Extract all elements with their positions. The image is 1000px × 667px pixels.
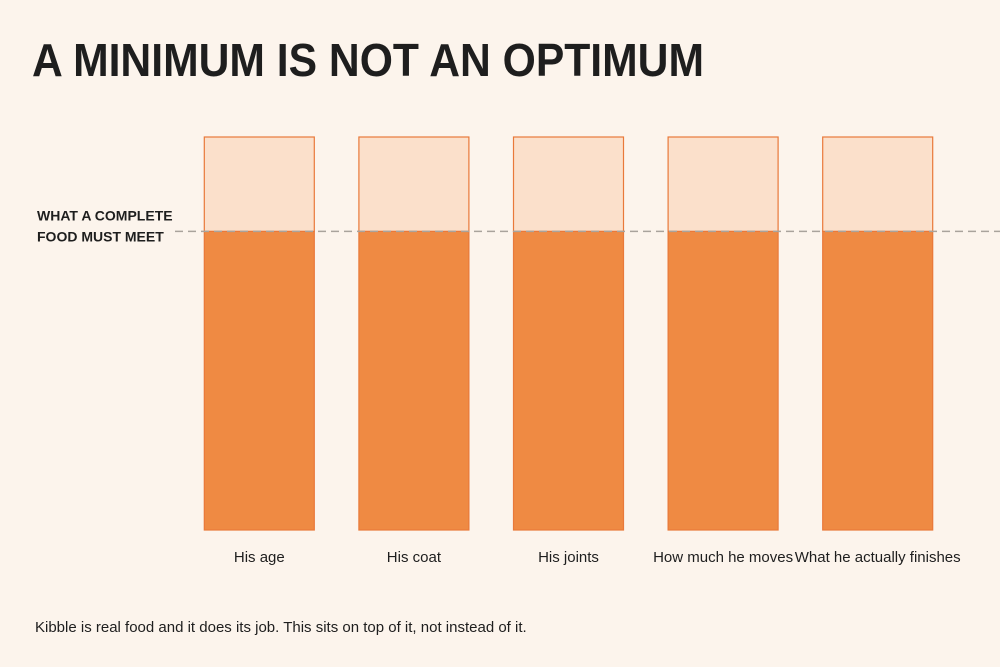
bar-segment xyxy=(512,230,625,531)
footnote: Kibble is real food and it does its job.… xyxy=(35,619,527,636)
bar-segment xyxy=(203,136,315,232)
bar-segment xyxy=(667,230,779,531)
reference-label: FOOD MUST MEET xyxy=(37,228,164,244)
bar-segment xyxy=(822,136,934,232)
x-tick-label: His coat xyxy=(387,549,442,566)
x-tick-label: His joints xyxy=(538,549,599,566)
bar-segment xyxy=(358,136,470,232)
bar-segment xyxy=(667,136,779,232)
reference-label: WHAT A COMPLETE xyxy=(37,207,173,223)
bar-segment xyxy=(512,136,625,232)
chart-title: A MINIMUM IS NOT AN OPTIMUM xyxy=(32,34,704,86)
bar-segment xyxy=(203,230,315,531)
x-tick-label: How much he moves xyxy=(653,549,793,566)
bar-segment xyxy=(822,230,934,531)
x-tick-label: His age xyxy=(234,549,285,566)
x-tick-label: What he actually finishes xyxy=(795,549,961,566)
bar-segment xyxy=(358,230,470,531)
